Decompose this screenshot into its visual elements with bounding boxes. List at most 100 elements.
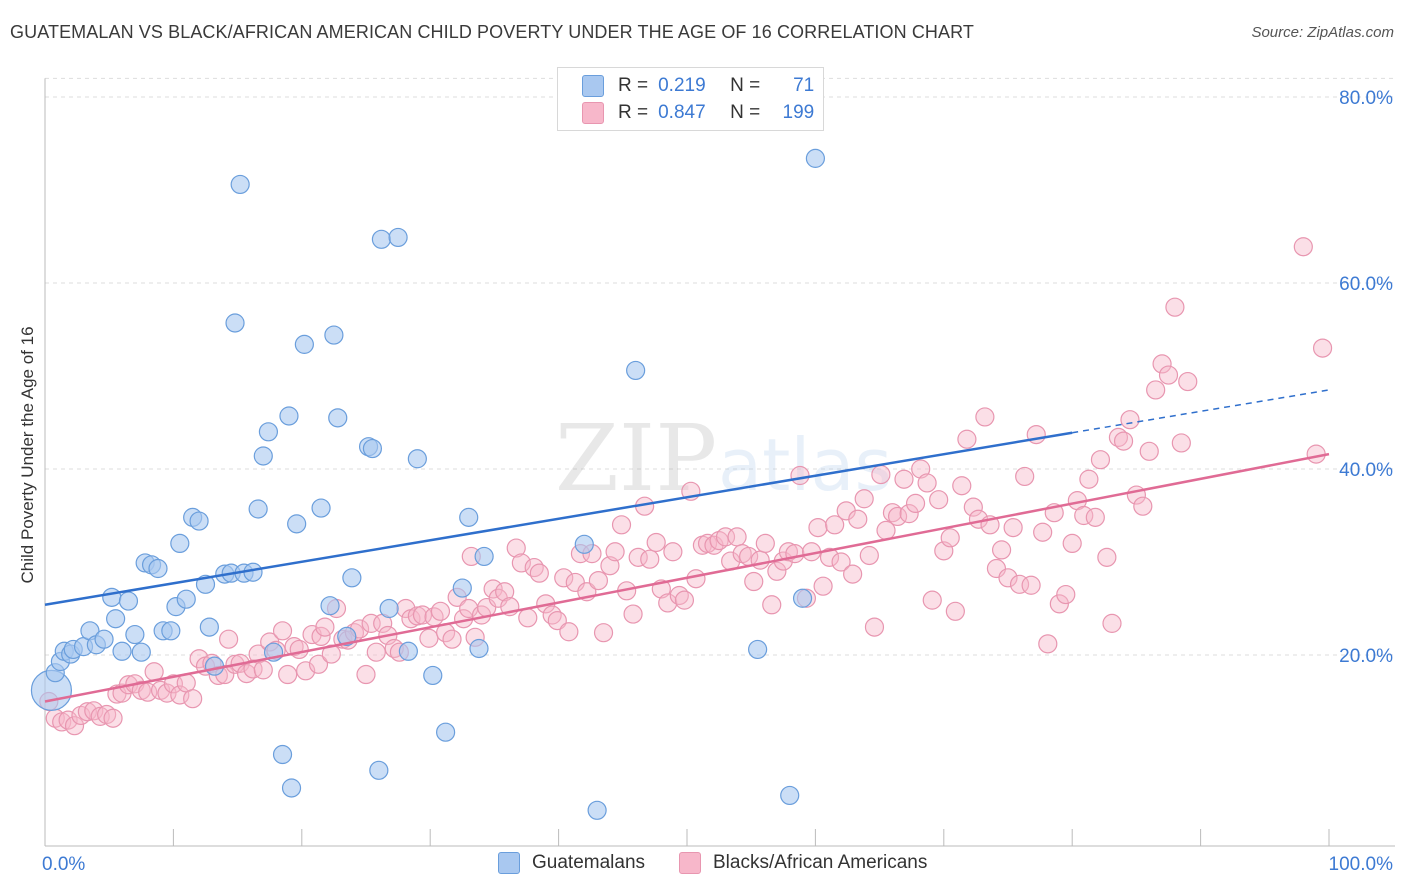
data-point-blacks [366, 642, 386, 662]
legend-swatch-blue [498, 852, 520, 874]
data-point-blacks [1085, 507, 1105, 527]
legend-swatch-pink [582, 102, 604, 124]
data-point-guatemalans [474, 546, 494, 567]
data-point-guatemalans [294, 334, 314, 354]
data-point-blacks [848, 509, 868, 529]
data-point-blacks [658, 593, 678, 613]
legend-r-value: 0.847 [658, 102, 706, 123]
data-point-blacks [663, 542, 683, 562]
data-point-guatemalans [371, 229, 392, 249]
data-point-blacks [859, 545, 879, 566]
data-point-guatemalans [102, 587, 122, 607]
data-point-guatemalans [248, 499, 268, 519]
trend-lines [44, 389, 1330, 703]
y-tick-label: 40.0% [1339, 460, 1393, 481]
data-point-blacks [785, 544, 805, 564]
data-point-blacks [727, 527, 747, 547]
data-point-blacks [243, 659, 263, 679]
data-point-blacks [894, 469, 914, 489]
legend-n-label: N = [730, 75, 761, 96]
x-tick-labels: 0.0% 100.0% [42, 854, 1393, 875]
watermark-zip: ZIP [555, 405, 717, 512]
data-point-guatemalans [131, 642, 151, 662]
data-point-blacks [905, 493, 926, 514]
data-point-blacks [1165, 297, 1185, 317]
data-point-guatemalans [324, 325, 344, 345]
data-point-blacks [808, 517, 828, 538]
data-point-guatemalans [407, 449, 427, 469]
legend-n-value: 199 [782, 102, 815, 123]
data-point-blacks [495, 582, 515, 602]
data-point-guatemalans [125, 624, 145, 645]
data-point-guatemalans [287, 514, 307, 534]
data-point-guatemalans [225, 313, 245, 333]
data-point-guatemalans [328, 408, 348, 428]
data-point-blacks [1097, 547, 1117, 567]
legend-item-blacks: Blacks/African Americans [679, 852, 927, 874]
data-point-blacks [1312, 338, 1333, 358]
data-point-blacks [790, 465, 810, 486]
data-point-blacks [882, 503, 903, 523]
data-point-blacks [1102, 613, 1122, 633]
data-point-blacks [1090, 450, 1111, 470]
data-point-blacks [922, 590, 942, 610]
data-point-blacks [356, 664, 376, 685]
data-point-blacks [1108, 427, 1129, 447]
data-point-blacks [767, 561, 787, 581]
data-point-guatemalans [320, 596, 340, 616]
data-point-guatemalans [780, 785, 800, 806]
y-tick-labels: 20.0% 40.0% 60.0% 80.0% [1339, 88, 1393, 667]
data-point-blacks [945, 601, 965, 621]
data-point-blacks [311, 626, 331, 647]
data-point-guatemalans [805, 148, 826, 168]
y-axis-label: Child Poverty Under the Age of 16 [18, 326, 37, 584]
data-point-blacks [506, 538, 526, 558]
data-point-blacks [715, 527, 736, 547]
data-point-blacks [1152, 354, 1172, 374]
data-point-blacks [623, 604, 643, 624]
watermark-atlas: atlas [718, 423, 892, 507]
data-point-blacks [284, 637, 304, 657]
data-point-guatemalans [230, 174, 250, 195]
data-point-blacks [1113, 431, 1134, 451]
series-guatemalans [30, 148, 826, 820]
data-point-guatemalans [94, 629, 114, 649]
data-point-blacks [825, 515, 845, 535]
correlation-legend: R = 0.219 N = 71 R = 0.847 N = 199 [557, 67, 824, 131]
data-point-blacks [1120, 410, 1140, 430]
data-point-blacks [219, 629, 239, 649]
data-point-guatemalans [148, 558, 168, 579]
data-point-blacks [762, 595, 782, 615]
legend-swatch-blue [582, 75, 604, 97]
y-tick-label: 80.0% [1339, 88, 1393, 109]
data-point-blacks [1056, 584, 1076, 605]
data-point-blacks [887, 506, 908, 527]
data-point-guatemalans [189, 511, 209, 531]
axes [44, 78, 1395, 847]
data-point-guatemalans [792, 588, 813, 608]
data-point-blacks [103, 708, 123, 728]
data-point-guatemalans [398, 641, 418, 661]
data-point-guatemalans [436, 722, 456, 742]
data-point-blacks [1049, 594, 1069, 614]
data-point-blacks [593, 623, 614, 643]
data-point-guatemalans [388, 227, 408, 248]
data-point-blacks [917, 473, 937, 493]
data-point-blacks [442, 629, 462, 649]
data-point-blacks [911, 459, 931, 479]
data-point-blacks [554, 568, 574, 588]
legend-n-value: 71 [793, 75, 815, 96]
data-point-guatemalans [272, 744, 293, 765]
data-point-blacks [957, 429, 977, 449]
data-point-blacks [518, 608, 538, 628]
data-point-blacks [819, 547, 840, 567]
data-point-blacks [611, 515, 632, 535]
data-point-guatemalans [379, 598, 399, 619]
data-point-blacks [813, 576, 833, 596]
data-point-blacks [64, 716, 85, 736]
data-point-blacks [1171, 433, 1191, 453]
data-point-blacks [1293, 237, 1313, 257]
data-point-blacks [991, 540, 1012, 560]
data-point-blacks [998, 568, 1018, 588]
data-point-blacks [308, 654, 329, 674]
